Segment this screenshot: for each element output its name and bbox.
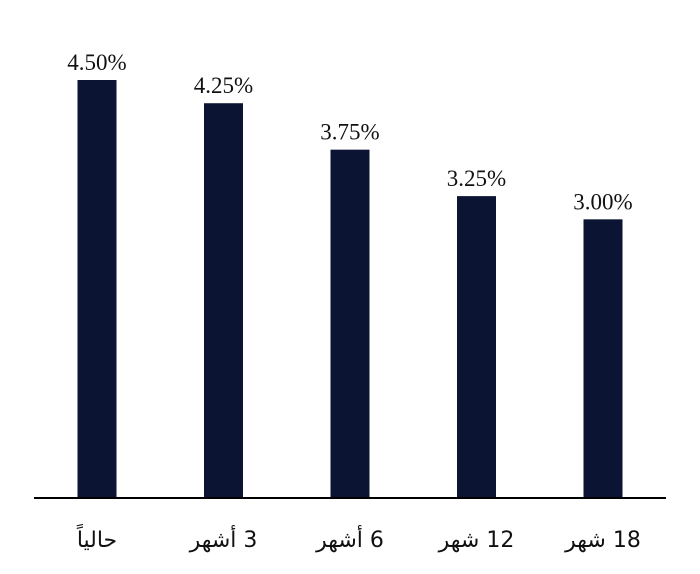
value-labels-group: 4.50% 4.25% 3.75% 3.25% 3.00%	[67, 50, 632, 214]
bar-2	[330, 149, 370, 498]
value-label-2: 3.75%	[320, 120, 379, 145]
bar-4	[583, 219, 623, 499]
value-label-4: 3.00%	[573, 189, 632, 214]
bar-1	[204, 103, 243, 498]
category-label-0: حالياً	[76, 523, 117, 553]
category-label-2: 6 أشهر	[315, 525, 384, 553]
bar-3	[457, 196, 496, 498]
bars-group	[77, 80, 623, 499]
value-label-3: 3.25%	[447, 166, 506, 191]
value-label-0: 4.50%	[67, 50, 126, 75]
category-label-4: 18 شهر	[564, 528, 641, 553]
category-label-1: 3 أشهر	[189, 525, 258, 553]
category-label-3: 12 شهر	[438, 528, 515, 553]
category-labels-group: حالياً 3 أشهر 6 أشهر 12 شهر 18 شهر	[76, 523, 640, 553]
bar-0	[77, 80, 117, 498]
value-label-1: 4.25%	[194, 73, 253, 98]
